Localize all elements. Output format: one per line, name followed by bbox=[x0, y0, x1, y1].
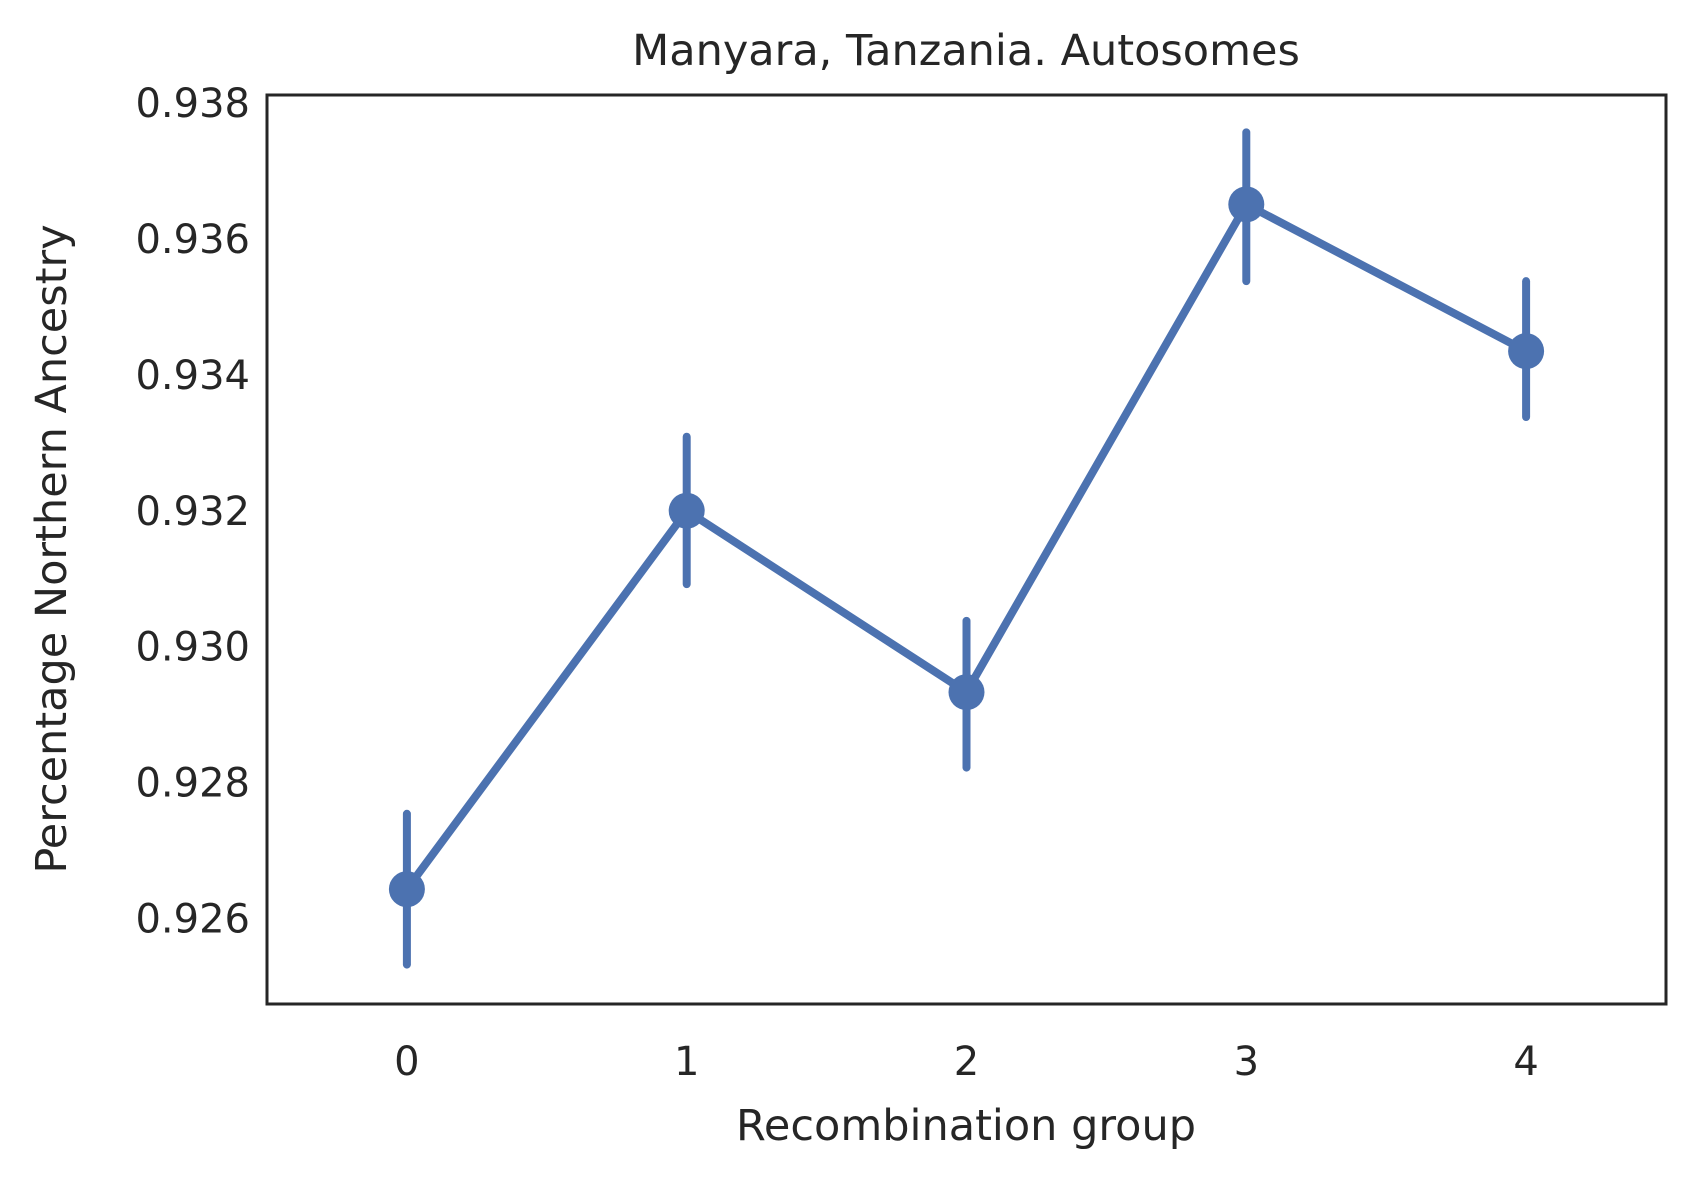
axes-frame bbox=[265, 93, 1668, 1006]
data-point-0 bbox=[388, 871, 425, 908]
x-tick-label-2: 2 bbox=[954, 1039, 979, 1085]
y-tick-label-0.926: 0.926 bbox=[135, 896, 250, 942]
x-tick-label-1: 1 bbox=[674, 1039, 699, 1085]
y-tick-label-0.932: 0.932 bbox=[135, 489, 250, 535]
data-point-4 bbox=[1508, 333, 1545, 370]
y-tick-label-0.934: 0.934 bbox=[135, 353, 250, 399]
x-tick-label-0: 0 bbox=[394, 1039, 419, 1085]
data-point-3 bbox=[1228, 186, 1265, 223]
y-tick-label-0.936: 0.936 bbox=[135, 217, 250, 263]
series-line bbox=[403, 200, 1528, 892]
chart-title: Manyara, Tanzania. Autosomes bbox=[632, 26, 1300, 76]
y-tick-labels: 0.926 0.928 0.930 0.932 0.934 0.936 0.938 bbox=[135, 81, 250, 942]
data-point-1 bbox=[668, 492, 705, 529]
y-tick-label-0.930: 0.930 bbox=[135, 625, 250, 671]
plot-area bbox=[388, 128, 1545, 969]
data-point-2 bbox=[948, 674, 985, 711]
x-tick-labels: 0 1 2 3 4 bbox=[394, 1039, 1539, 1085]
x-tick-label-4: 4 bbox=[1513, 1039, 1538, 1085]
x-axis-label: Recombination group bbox=[736, 1101, 1196, 1151]
y-tick-label-0.928: 0.928 bbox=[135, 761, 250, 807]
y-axis-label: Percentage Northern Ancestry bbox=[27, 224, 77, 873]
y-tick-label-0.938: 0.938 bbox=[135, 81, 250, 127]
x-tick-label-3: 3 bbox=[1234, 1039, 1259, 1085]
